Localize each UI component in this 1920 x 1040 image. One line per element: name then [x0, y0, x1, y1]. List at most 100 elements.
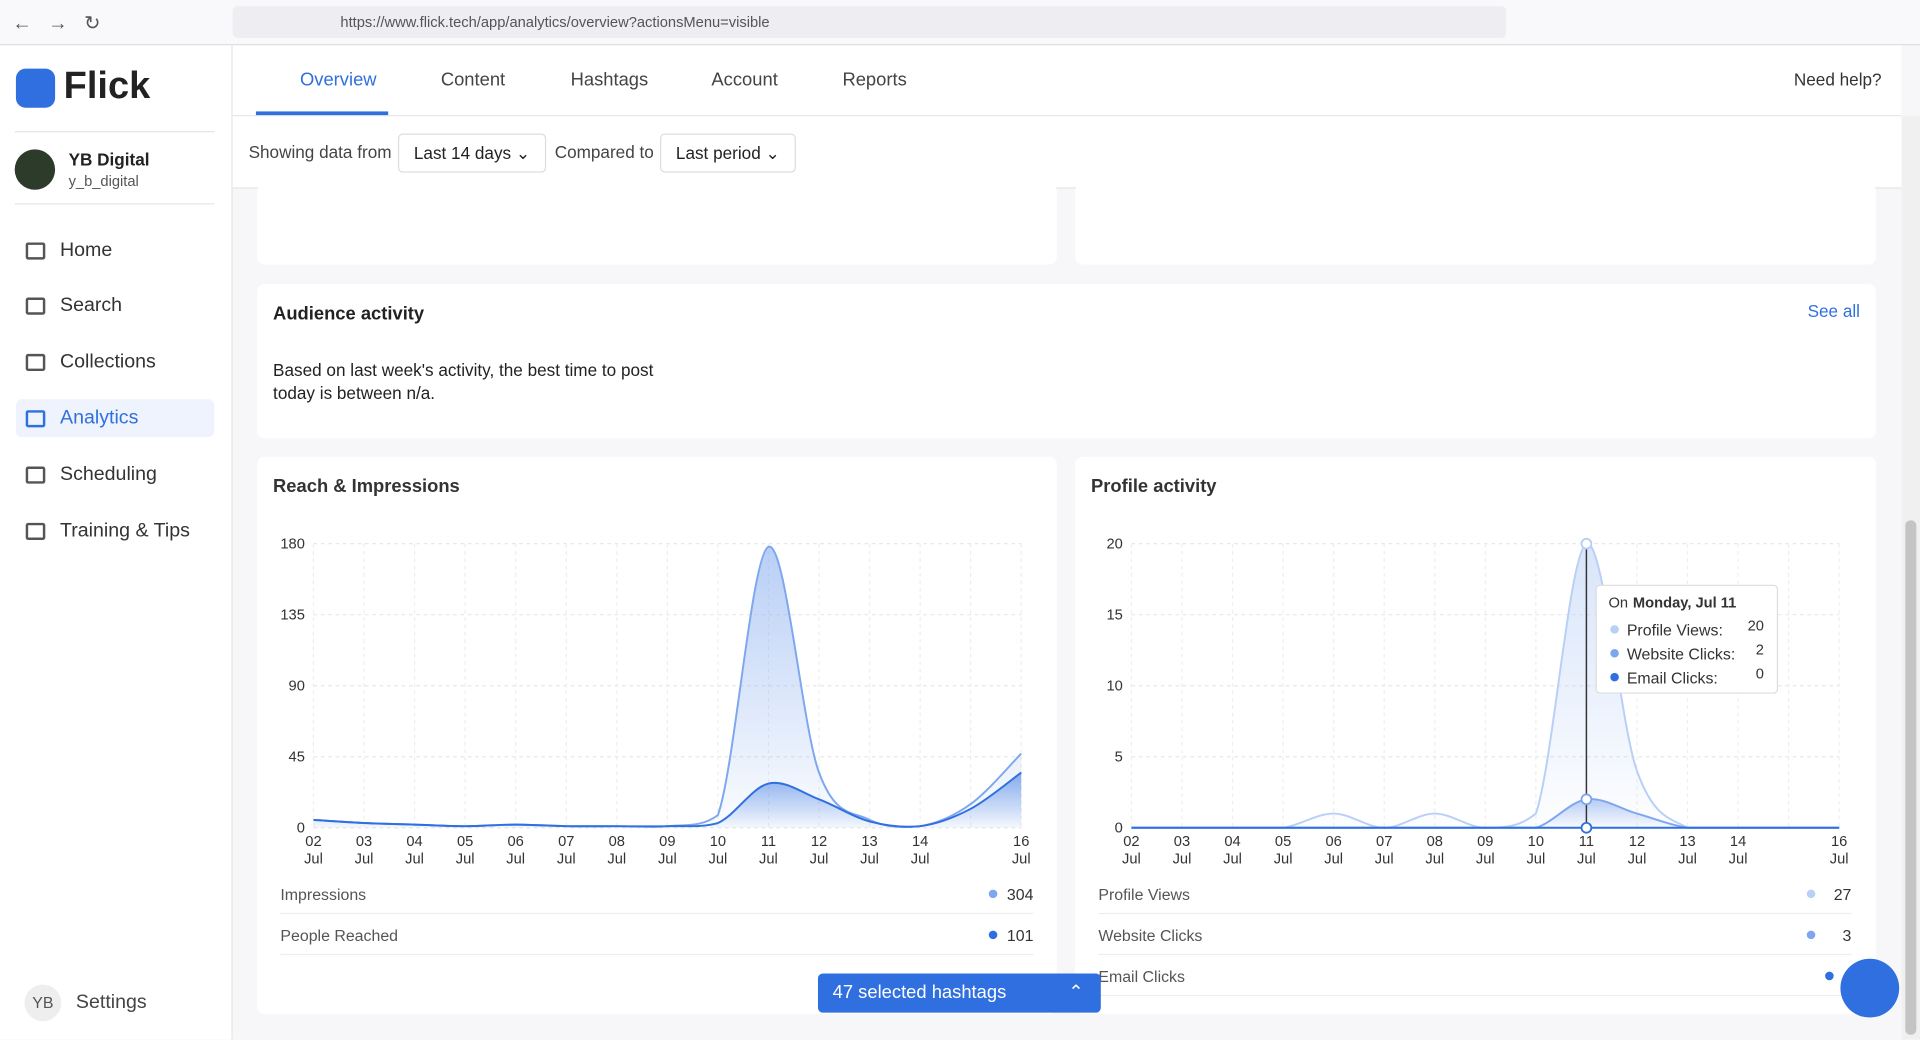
tooltip-dot — [1610, 648, 1619, 658]
nav-item[interactable]: Training & Tips — [16, 512, 214, 550]
x-tick-label: 04 — [1224, 834, 1240, 850]
x-tick-label: 03 — [356, 834, 372, 850]
legend-label: Email Clicks — [1098, 969, 1185, 986]
nav-item[interactable]: Scheduling — [16, 456, 214, 494]
legend-dot — [1806, 889, 1816, 899]
nav-icon — [25, 522, 46, 540]
legend-dot — [988, 889, 998, 899]
legend-total: 304 — [1007, 887, 1034, 904]
tooltip-dot — [1610, 672, 1619, 682]
tooltip-prefix: On — [1608, 595, 1628, 611]
x-tick-label: 12 — [1629, 834, 1645, 850]
nav-icon — [25, 353, 46, 372]
tooltip-label: Website Clicks: — [1627, 646, 1735, 663]
x-tick-label: 02 — [305, 834, 321, 850]
x-tick-label: 08 — [609, 834, 625, 850]
scroll-thumb[interactable] — [1905, 520, 1917, 1035]
range-dropdown[interactable]: Last 14 days ⌄ — [397, 133, 547, 173]
y-tick-label: 5 — [1115, 750, 1123, 766]
line — [313, 771, 1022, 828]
legend-dot — [988, 930, 998, 940]
x-tick-label: Jul — [1526, 851, 1545, 867]
x-tick-label: 14 — [912, 834, 928, 850]
audience-text: Based on last week's activity, the best … — [273, 360, 654, 380]
x-tick-label: 05 — [457, 834, 473, 850]
chat-button[interactable] — [1840, 958, 1900, 1018]
x-tick-label: Jul — [1274, 851, 1293, 867]
x-tick-label: Jul — [1173, 851, 1192, 867]
nav-item[interactable]: Collections — [16, 344, 214, 382]
y-tick-label: 135 — [280, 608, 305, 624]
hover-point — [1580, 793, 1593, 806]
chart-card: Profile activity0510152002Jul03Jul04Jul0… — [1075, 456, 1876, 1014]
tooltip-label: Email Clicks: — [1627, 670, 1718, 687]
x-tick-label: Jul — [405, 851, 424, 867]
settings[interactable]: Settings — [75, 991, 147, 1013]
nav-icon — [25, 466, 46, 484]
x-tick-label: Jul — [304, 851, 323, 867]
hashtag-label: 47 selected hashtags — [832, 982, 1007, 1003]
sidebar: Flick YB Digital y_b_digital YB Settings — [0, 45, 233, 1040]
tab[interactable]: Reports — [842, 69, 907, 91]
x-tick-label: Jul — [1425, 851, 1444, 867]
tooltip-label: Profile Views: — [1627, 623, 1723, 640]
legend-dot — [1806, 930, 1816, 940]
compare: Last period — [675, 143, 761, 163]
x-tick-label: Jul — [607, 851, 626, 867]
compare-dropdown[interactable]: Last period ⌄ — [660, 133, 796, 173]
tooltip-dot — [1610, 625, 1619, 634]
brand[interactable]: Flick — [63, 63, 151, 107]
x-tick-label: 11 — [761, 834, 776, 850]
tab[interactable]: Hashtags — [570, 69, 649, 91]
x-tick-label: Jul — [1830, 851, 1849, 867]
nav-buttons[interactable]: ← → ↻ — [12, 13, 101, 35]
nav-icon — [25, 410, 46, 428]
x-tick-label: Jul — [709, 851, 728, 867]
legend-total: 101 — [1007, 928, 1034, 945]
card-title: Audience activity — [273, 303, 425, 325]
tab[interactable]: Content — [440, 69, 506, 91]
x-tick-label: Jul — [1122, 851, 1141, 867]
tooltip-value: 2 — [1756, 642, 1764, 658]
hashtag-button[interactable]: 47 selected hashtags ⌃ — [817, 973, 1101, 1013]
x-tick-label: 03 — [1174, 834, 1190, 850]
legend-total: 27 — [1834, 887, 1852, 904]
see-all[interactable]: See all — [1807, 301, 1861, 321]
x-tick-label: 10 — [710, 834, 726, 850]
x-tick-label: 02 — [1123, 834, 1139, 850]
nav-item[interactable]: Analytics — [15, 399, 215, 438]
range: Last 14 days — [413, 143, 512, 163]
x-tick-label: 10 — [1528, 834, 1544, 850]
x-tick-label: Jul — [1729, 851, 1748, 867]
x-tick-label: Jul — [557, 851, 576, 867]
nav-label: Search — [60, 295, 123, 317]
help[interactable]: Need help? — [1793, 69, 1882, 90]
nav-item[interactable]: Home — [16, 231, 214, 269]
y-tick-label: 180 — [280, 537, 305, 553]
x-tick-label: 09 — [1477, 834, 1493, 850]
y-tick-label: 20 — [1107, 537, 1123, 553]
url-field[interactable]: https://www.flick.tech/app/analytics/ove… — [232, 6, 1507, 38]
nav-item[interactable]: Search — [16, 288, 214, 326]
chart-title: Reach & Impressions — [273, 475, 460, 496]
x-tick-label: Jul — [810, 851, 829, 867]
browser-bar: ← → ↻ https://www.flick.tech/app/analyti… — [0, 0, 1920, 46]
card — [257, 183, 1057, 265]
x-tick-label: Jul — [456, 851, 475, 867]
y-tick-label: 90 — [289, 679, 305, 695]
settings-avatar: YB — [24, 984, 62, 1022]
x-tick-label: Jul — [1012, 851, 1031, 867]
audience-text: today is between n/a. — [273, 383, 436, 403]
logo-icon — [15, 68, 56, 108]
legend-dot — [1825, 971, 1834, 981]
tab[interactable]: Account — [711, 69, 778, 91]
x-tick-label: 09 — [659, 834, 675, 850]
account-switcher[interactable]: YB Digital y_b_digital — [14, 131, 215, 205]
chart-title: Profile activity — [1091, 475, 1217, 496]
tab[interactable]: Overview — [300, 69, 377, 91]
nav-icon — [25, 241, 46, 259]
chart-card: Reach & Impressions0459013518002Jul03Jul… — [257, 456, 1057, 1014]
nav-label: Training & Tips — [60, 519, 190, 541]
x-tick-label: 05 — [1275, 834, 1291, 850]
